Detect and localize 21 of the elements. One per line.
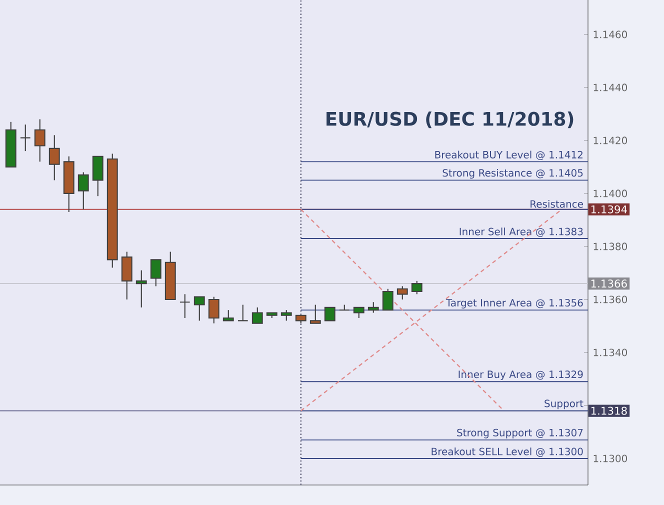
y-tick-label: 1.1420 xyxy=(594,136,628,144)
ref-line-label: Support xyxy=(544,400,584,410)
y-tick-label: 1.1380 xyxy=(594,242,628,250)
y-tick-label: 1.1400 xyxy=(594,190,628,198)
y-tick-label: 1.1440 xyxy=(594,84,628,92)
ref-line-label: Inner Buy Area @ 1.1329 xyxy=(458,370,583,380)
ref-line-label: Resistance xyxy=(530,200,583,208)
ref-line-label: Inner Sell Area @ 1.1383 xyxy=(460,228,583,237)
text: 1.1366 xyxy=(591,280,627,288)
y-tick-label: 1.1300 xyxy=(594,454,628,462)
ref-line-label: Strong Support @ 1.1307 xyxy=(457,428,583,438)
y-tick-label: 1.1460 xyxy=(594,30,628,38)
y-tick-label: 1.1360 xyxy=(594,296,628,304)
ref-line-label: Breakout SELL Level @ 1.1300 xyxy=(432,448,583,457)
text: 1.1394 xyxy=(591,205,627,214)
y-tick-label: 1.1340 xyxy=(594,348,628,356)
ref-line-label: Strong Resistance @ 1.1405 xyxy=(442,168,583,179)
text: 1.1318 xyxy=(591,406,627,415)
text: EUR/USD (DEC 11/2018) xyxy=(326,111,574,128)
ref-line-label: Target Inner Area @ 1.1356 xyxy=(446,298,583,308)
ref-line-label: Breakout BUY Level @ 1.1412 xyxy=(435,150,582,160)
